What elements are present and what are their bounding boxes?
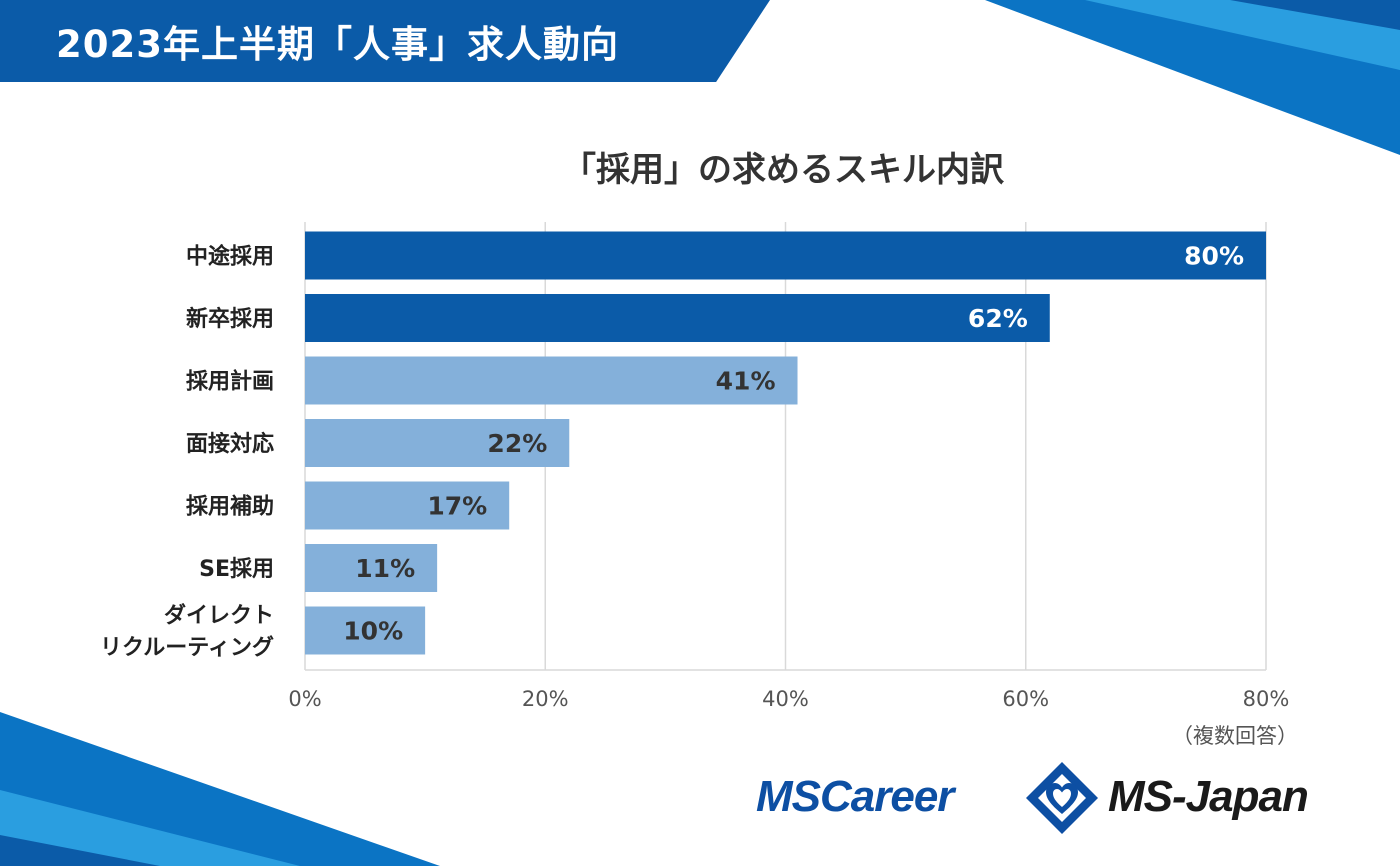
bar: [305, 231, 1266, 280]
category-label: ダイレクトリクルーティング: [100, 603, 274, 661]
bar-value-label: 10%: [343, 617, 403, 646]
category-label-line: 採用計画: [186, 369, 274, 395]
category-label: 面接対応: [186, 431, 274, 457]
mscareer-logo: MSCareer: [756, 772, 954, 821]
diamond-heart-logo-icon: [1026, 762, 1098, 834]
x-tick-label: 60%: [1002, 687, 1049, 711]
bar-value-label: 22%: [487, 429, 547, 458]
category-label-line: 中途採用: [186, 244, 274, 270]
bar: [305, 481, 510, 530]
page-title: 2023年上半期「人事」求人動向: [56, 23, 619, 66]
x-tick-label: 80%: [1243, 687, 1290, 711]
category-label: SE採用: [199, 557, 274, 582]
chart-title: 「採用」の求めるスキル内訳: [562, 150, 1004, 190]
bar: [305, 606, 426, 655]
header-banner: [0, 0, 770, 82]
category-label-line: 新卒採用: [186, 306, 274, 332]
category-label: 中途採用: [186, 244, 274, 270]
msjapan-logo: MS-Japan: [1108, 772, 1309, 821]
x-tick-label: 40%: [762, 687, 809, 711]
bar-value-label: 62%: [968, 304, 1028, 333]
bar: [305, 544, 438, 592]
bar-value-label: 17%: [427, 492, 487, 521]
category-label-line: ダイレクト: [164, 603, 274, 629]
category-label-line: SE採用: [199, 557, 274, 582]
bar: [305, 356, 798, 405]
x-tick-label: 0%: [288, 687, 321, 711]
category-label: 採用補助: [186, 494, 274, 520]
category-label: 採用計画: [186, 369, 274, 395]
category-label-line: リクルーティング: [100, 635, 274, 661]
category-label: 新卒採用: [186, 306, 274, 332]
multiple-answer-note: （複数回答）: [1172, 724, 1298, 748]
bar-value-label: 41%: [716, 367, 776, 396]
category-label-line: 面接対応: [186, 431, 274, 457]
bar: [305, 294, 1050, 342]
bar-value-label: 11%: [355, 554, 415, 583]
category-label-line: 採用補助: [186, 494, 274, 520]
logo-area: MSCareer MS-Japan: [756, 760, 1356, 840]
bar-value-label: 80%: [1184, 242, 1244, 271]
x-tick-label: 20%: [522, 687, 569, 711]
bar: [305, 419, 570, 467]
